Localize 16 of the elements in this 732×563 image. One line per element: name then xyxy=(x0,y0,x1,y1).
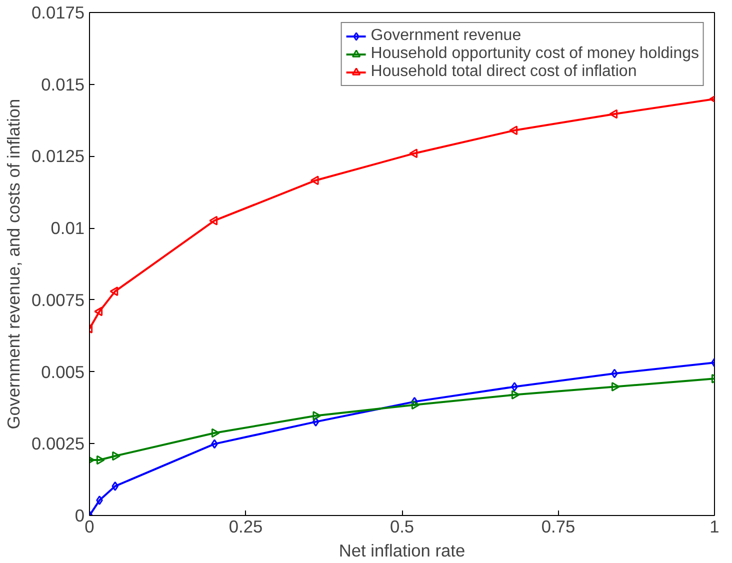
legend-label: Government revenue xyxy=(370,27,522,45)
y-axis-title: Government revenue, and costs of inflation xyxy=(4,98,24,430)
y-tick-label: 0.01 xyxy=(50,218,85,238)
y-tick-label: 0.005 xyxy=(41,362,85,382)
y-tick-label: 0.0125 xyxy=(32,146,84,166)
x-tick-label: 0.75 xyxy=(541,516,576,536)
legend-label: Household opportunity cost of money holdings xyxy=(370,45,699,63)
y-tick-label: 0.015 xyxy=(41,74,85,94)
x-tick-label: 0.5 xyxy=(390,516,414,536)
x-tick-label: 0.25 xyxy=(228,516,263,536)
y-tick-label: 0.0175 xyxy=(32,2,84,22)
y-tick-label: 0.0025 xyxy=(32,434,84,454)
y-tick-label: 0.0075 xyxy=(32,290,84,310)
x-axis-title: Net inflation rate xyxy=(338,540,466,560)
legend-label: Household total direct cost of inflation xyxy=(370,63,637,81)
x-tick-label: 1 xyxy=(710,516,720,536)
